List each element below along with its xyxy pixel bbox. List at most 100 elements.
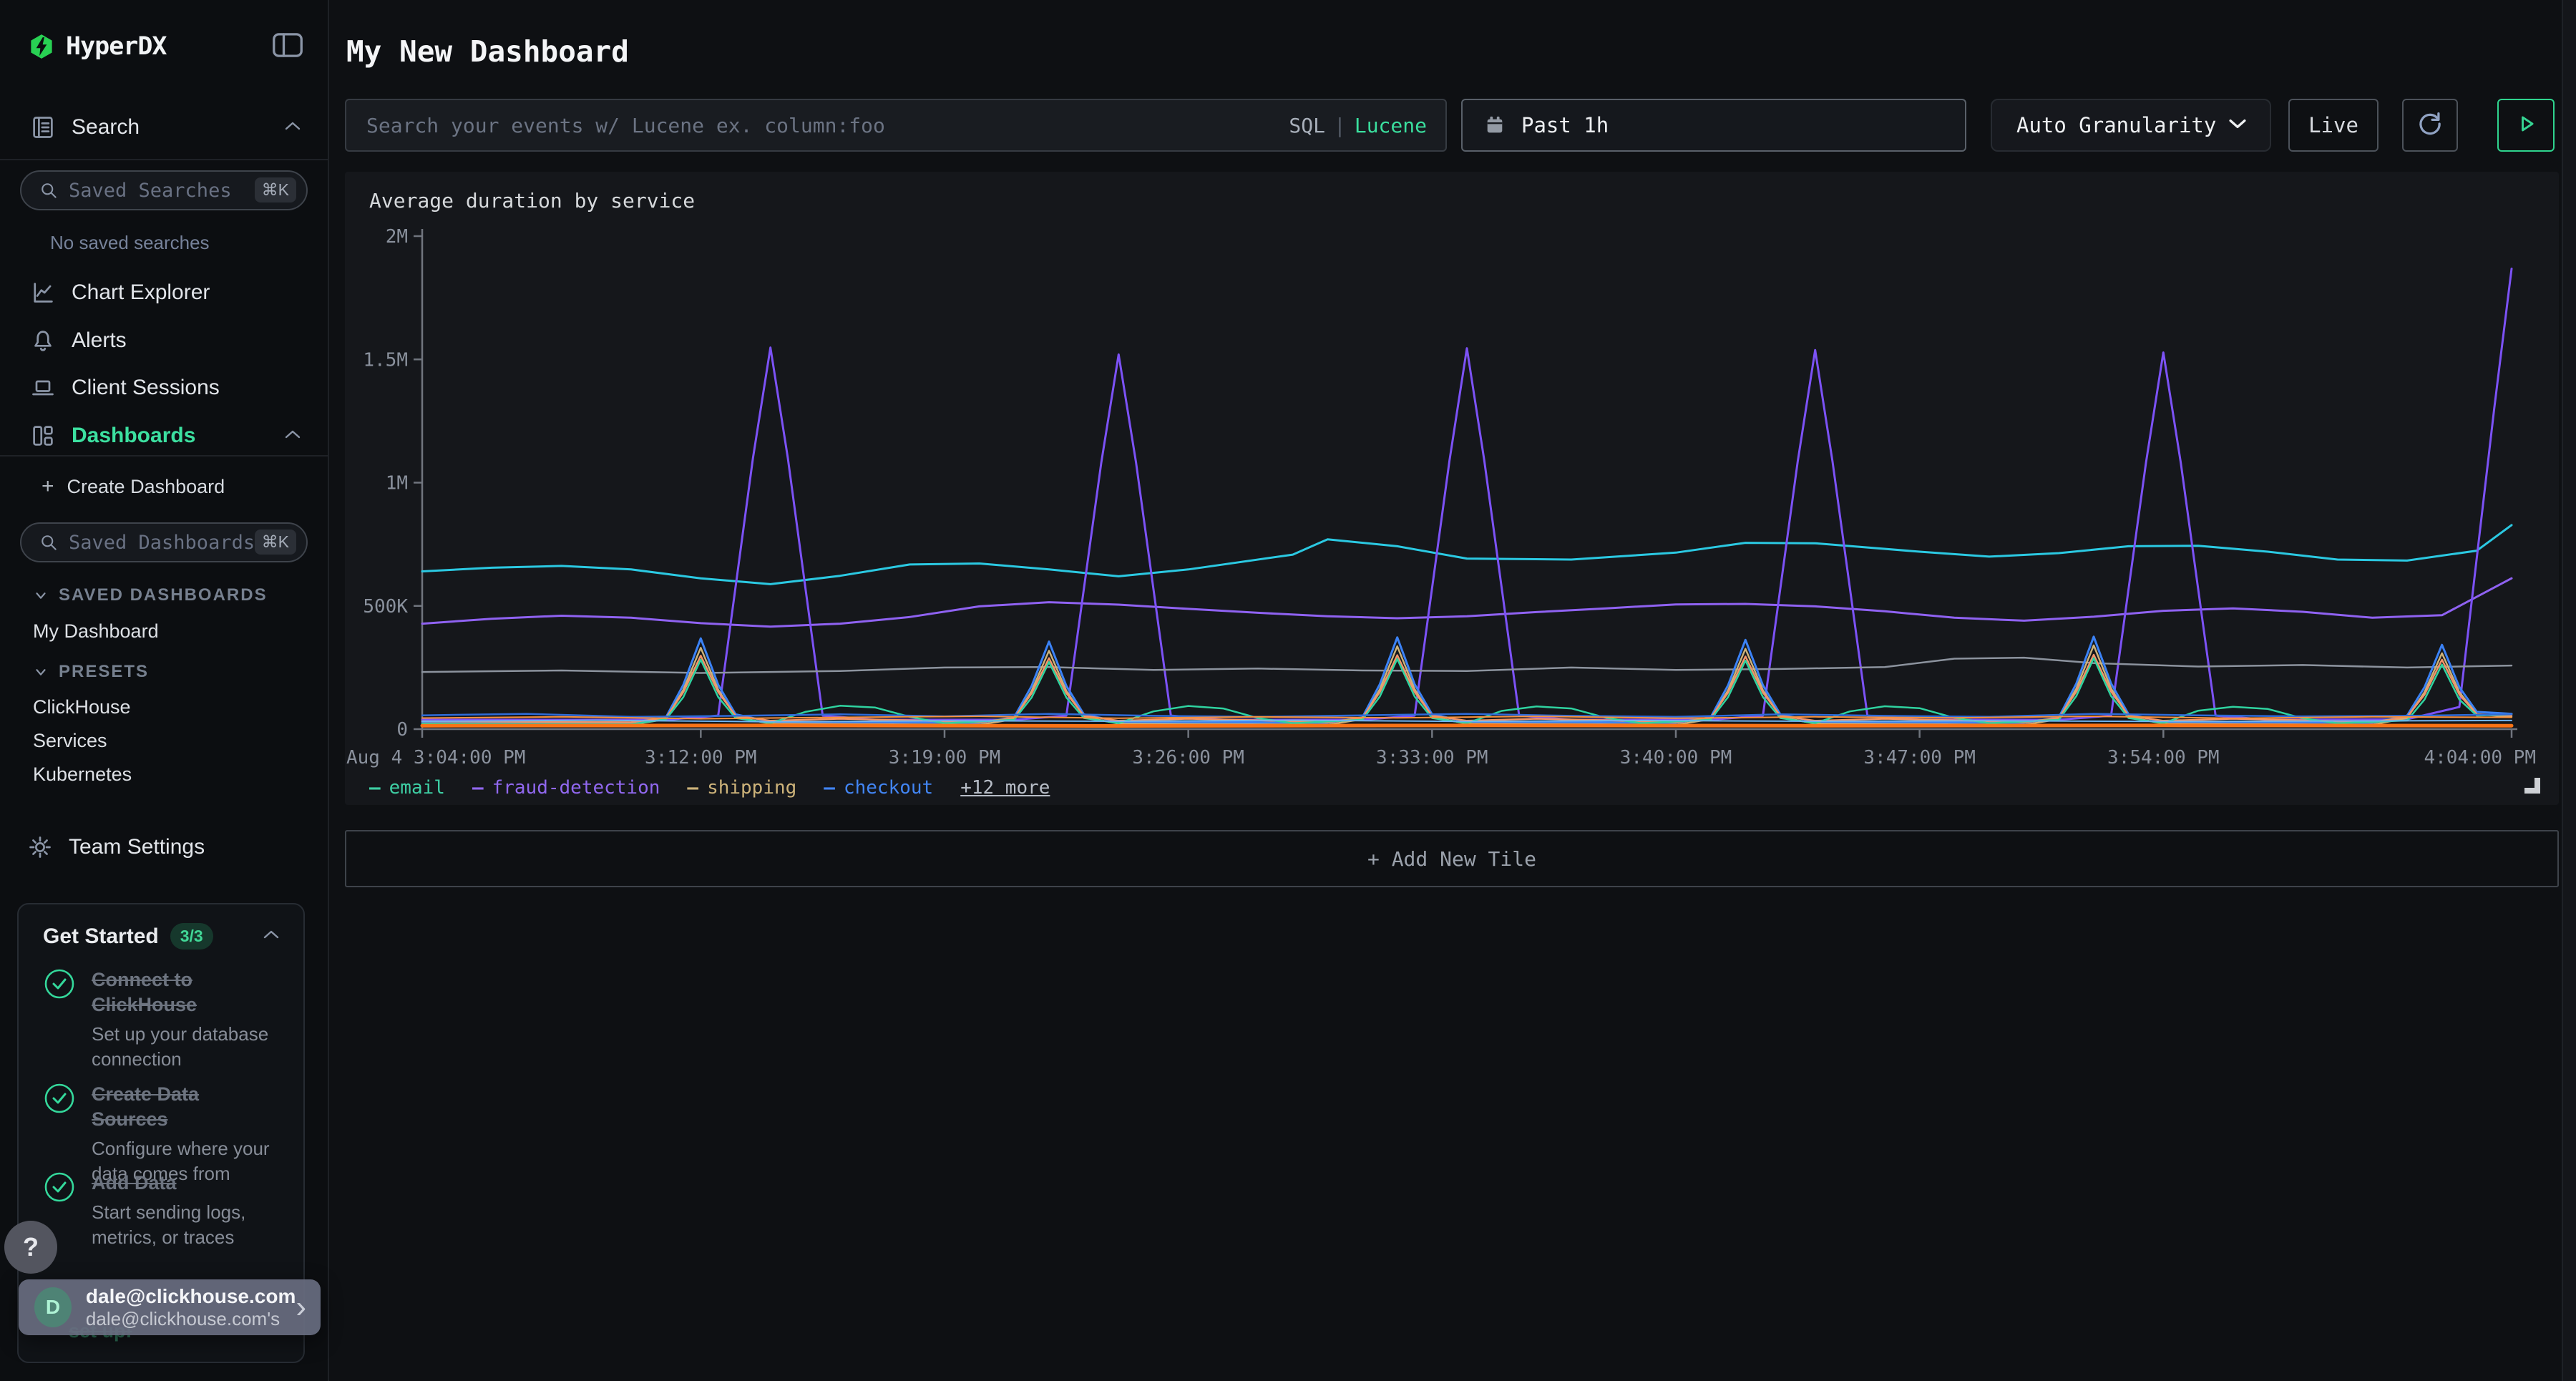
create-dashboard-label: Create Dashboard [67,475,225,497]
search-icon [39,180,59,200]
series-email-volume [421,524,2513,585]
series-orange-low [421,716,2512,720]
saved-searches-input[interactable]: Saved Searches ⌘K [20,170,308,210]
refresh-button[interactable] [2402,99,2458,152]
granularity-select[interactable]: Auto Granularity [1991,99,2271,152]
step-description: Start sending logs, metrics, or traces [92,1201,246,1249]
chart-legend: — email — fraud-detection — shipping — check… [369,777,1050,799]
event-search-placeholder: Search your events w/ Lucene ex. column:… [366,113,885,137]
get-started-step-1[interactable]: Connect to ClickHouse Set up your databa… [43,967,279,1072]
sidebar-item-label: Dashboards [72,424,196,447]
presets-section-header[interactable]: PRESETS [0,660,329,684]
lang-separator: | [1333,113,1346,137]
y-tick-label: 500K [363,596,408,618]
run-query-button[interactable] [2497,99,2555,152]
time-range-picker[interactable]: Past 1h [1461,99,1966,152]
sidebar-item-client-sessions[interactable]: Client Sessions [0,371,329,405]
user-email: dale@clickhouse.com [85,1284,296,1307]
user-account-chip[interactable]: D dale@clickhouse.com dale@clickhouse.co… [19,1279,321,1335]
chevron-down-icon [36,592,46,599]
get-started-step-2[interactable]: Create Data Sources Configure where your… [43,1082,279,1186]
help-button[interactable]: ? [4,1221,57,1274]
chevron-right-icon: › [296,1289,306,1324]
play-icon [2513,111,2539,140]
x-tick-label: Aug 4 3:04:00 PM [346,747,525,768]
sidebar-item-label: Team Settings [69,835,205,859]
chevron-down-icon [2225,116,2250,135]
section-label: PRESETS [59,662,150,681]
sidebar-item-dashboards[interactable]: Dashboards [0,419,329,453]
hyperdx-logo-icon [29,34,54,59]
avatar: D [34,1287,72,1327]
gear-icon [27,834,53,860]
bell-icon [30,328,56,353]
no-saved-searches-text: No saved searches [50,231,210,253]
search-icon [39,532,59,552]
event-search-input[interactable]: Search your events w/ Lucene ex. column:… [345,99,1447,152]
series-salmon-service [421,653,2513,723]
sidebar-item-label: Client Sessions [72,376,220,399]
x-tick-label: 3:33:00 PM [1376,747,1488,768]
live-button[interactable]: Live [2288,99,2379,152]
sidebar-item-my-dashboard[interactable]: My Dashboard [0,617,329,645]
create-dashboard-button[interactable]: + Create Dashboard [0,471,329,502]
x-tick-label: 3:47:00 PM [1863,747,1976,768]
sidebar-collapse-icon[interactable] [272,32,303,62]
laptop-icon [30,375,56,401]
page-scrollbar-track[interactable] [2562,0,2576,1381]
preset-link-label: ClickHouse [33,696,131,718]
sidebar-item-services[interactable]: Services [0,726,329,755]
section-label: SAVED DASHBOARDS [59,585,268,605]
chevron-up-icon[interactable] [260,927,282,945]
granularity-value: Auto Granularity [2016,113,2217,137]
series-lightblue-low [421,719,2512,723]
sidebar-item-label: Search [72,115,140,139]
legend-item-email[interactable]: — email [369,777,445,799]
chevron-up-icon[interactable] [282,119,303,137]
sidebar-item-kubernetes[interactable]: Kubernetes [0,760,329,789]
legend-more-link[interactable]: +12 more [960,777,1050,799]
chevron-down-icon [36,669,46,675]
dashboard-link-label: My Dashboard [33,620,159,642]
tile-resize-handle[interactable] [2524,778,2540,794]
x-tick-label: 3:19:00 PM [889,747,1001,768]
chart-title: Average duration by service [369,189,696,213]
journal-icon [30,114,56,140]
legend-item-shipping[interactable]: — shipping [687,777,797,799]
legend-item-fraud-detection[interactable]: — fraud-detection [472,777,660,799]
chart-plot-area[interactable]: 0 500K 1M 1.5M 2M Aug 4 3:04:00 PM 3:12:00 PM 3… [345,172,2559,805]
step-title: Add Data [92,1172,177,1194]
x-tick-label: 3:26:00 PM [1132,747,1244,768]
y-tick-label: 0 [396,719,408,741]
sidebar: HyperDX Search Saved Searches ⌘K No save… [0,0,329,1381]
preset-link-label: Services [33,729,107,751]
shortcut-badge: ⌘K [254,530,296,555]
add-new-tile-button[interactable]: + Add New Tile [345,830,2559,887]
sidebar-item-chart-explorer[interactable]: Chart Explorer [0,275,329,310]
sql-toggle[interactable]: SQL [1289,113,1325,137]
sidebar-item-alerts[interactable]: Alerts [0,323,329,358]
series-blue-low [421,713,2513,718]
saved-dashboards-section-header[interactable]: SAVED DASHBOARDS [0,583,329,607]
get-started-step-3[interactable]: Add Data Start sending logs, metrics, or… [43,1171,279,1250]
chevron-up-icon[interactable] [282,427,303,445]
y-tick-label: 2M [386,226,408,248]
lucene-toggle[interactable]: Lucene [1354,113,1427,137]
saved-dashboards-input[interactable]: Saved Dashboards ⌘K [20,522,308,562]
step-title: Connect to ClickHouse [92,969,197,1016]
get-started-progress-badge: 3/3 [170,923,213,950]
x-tick-label: 3:40:00 PM [1620,747,1732,768]
dashboard-tile: 0 500K 1M 1.5M 2M Aug 4 3:04:00 PM 3:12:00 PM 3… [345,172,2559,805]
dashboards-grid-icon [30,423,56,449]
refresh-icon [2416,109,2444,142]
sidebar-item-clickhouse[interactable]: ClickHouse [0,693,329,721]
plus-icon: + [42,474,54,498]
chart-explorer-icon [30,280,56,306]
check-circle-icon [43,1171,76,1204]
preset-link-label: Kubernetes [33,763,132,785]
sidebar-item-search[interactable]: Search [0,111,329,144]
series-spike-service [421,268,2513,721]
legend-item-checkout[interactable]: — checkout [824,777,934,799]
sidebar-item-team-settings[interactable]: Team Settings [0,830,329,864]
step-title: Create Data Sources [92,1083,200,1131]
